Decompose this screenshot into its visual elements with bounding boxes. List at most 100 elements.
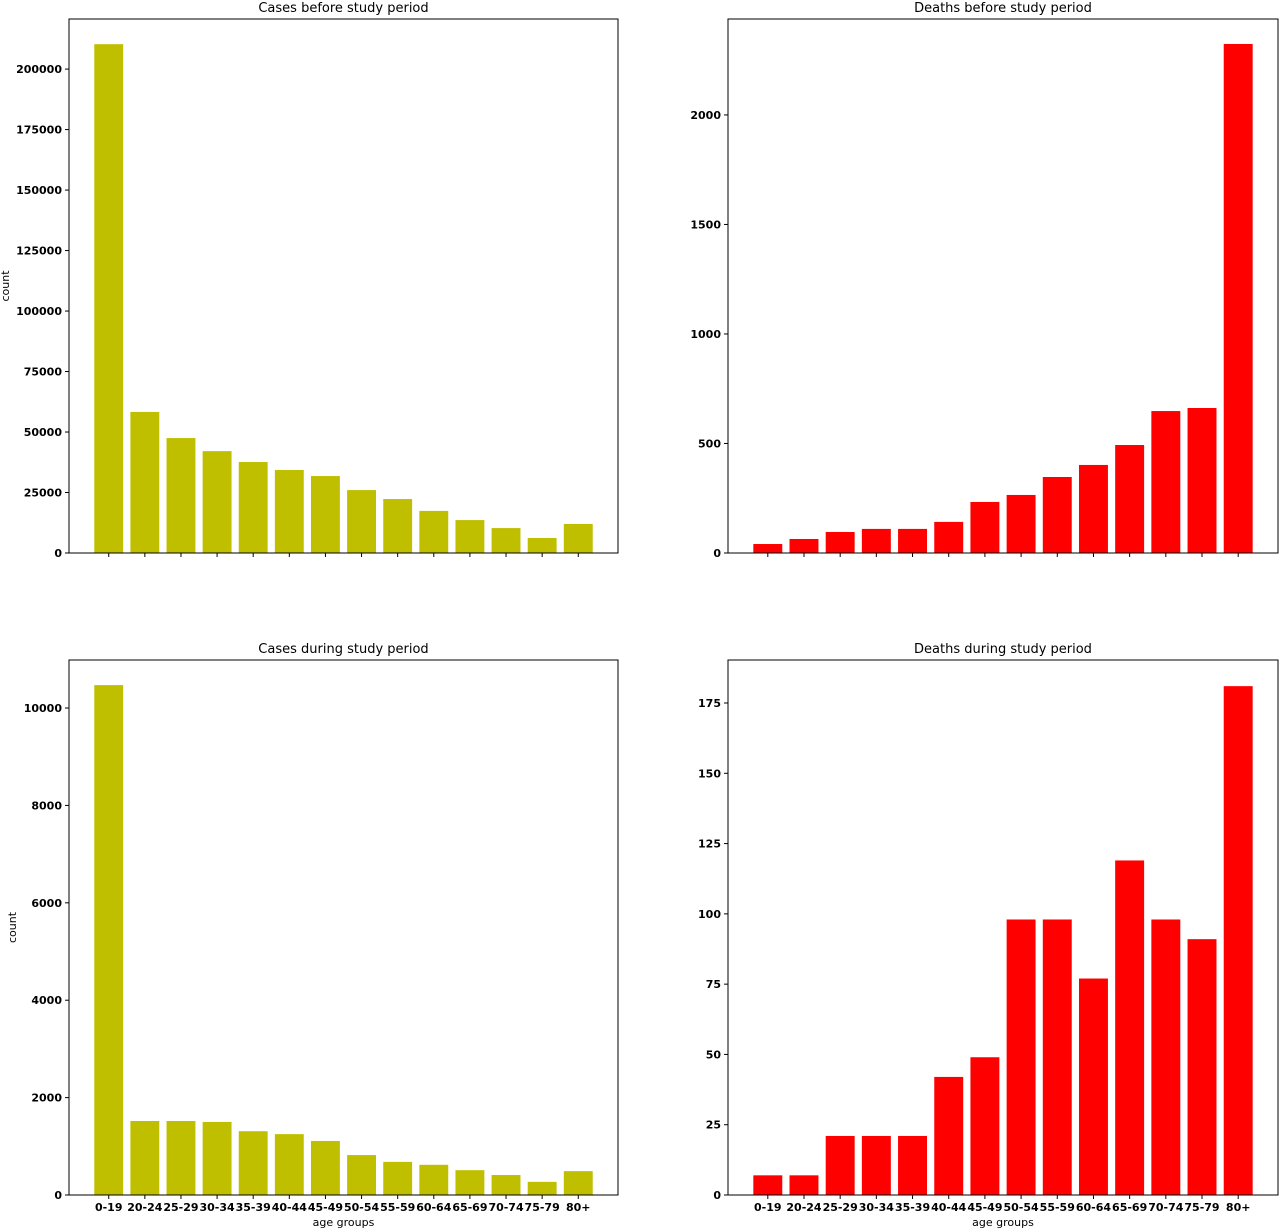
- y-tick-label: 0: [54, 1189, 62, 1202]
- subplot-1: 0 500 1000 1500 2000 Deaths before study peri…: [690, 1, 1279, 560]
- bar-80+: [1223, 686, 1253, 1195]
- y-tick-label: 8000: [31, 799, 62, 812]
- bar-60-64: [1078, 464, 1108, 553]
- bar-65-69: [455, 1170, 485, 1195]
- bar-55-59: [383, 1161, 413, 1195]
- x-tick-label: 35-39: [895, 1201, 930, 1214]
- axes-frame: [727, 659, 1279, 1196]
- y-tick-label: 1000: [690, 328, 721, 341]
- subplot-3: 0-19 20-24 25-29 30-34 35-39 40-44 45-49 50-54 5…: [698, 642, 1279, 1229]
- y-tick-label: 2000: [690, 109, 721, 122]
- bar-65-69: [1115, 445, 1145, 553]
- y-tick-label: 125000: [16, 245, 62, 258]
- x-tick-label: 20-24: [127, 1201, 163, 1214]
- y-axis-label: count: [6, 911, 19, 943]
- bar-25-29: [166, 438, 196, 553]
- bar-50-54: [347, 490, 377, 553]
- bar-55-59: [383, 499, 413, 553]
- x-tick-label: 70-74: [488, 1201, 524, 1214]
- bar-25-29: [825, 1135, 855, 1195]
- y-tick-label: 25000: [24, 487, 63, 500]
- x-tick-label: 30-34: [199, 1201, 235, 1214]
- bar-80+: [563, 523, 593, 553]
- axes-frame: [727, 18, 1279, 554]
- axes-frame: [68, 659, 619, 1196]
- y-tick-label: 175000: [16, 124, 62, 137]
- bar-0-19: [94, 685, 124, 1195]
- y-tick-label: 2000: [31, 1092, 62, 1105]
- chart-title: Cases before study period: [258, 1, 428, 16]
- x-tick-label: 70-74: [1148, 1201, 1184, 1214]
- bar-45-49: [310, 476, 340, 553]
- bar-50-54: [1006, 919, 1036, 1195]
- x-tick-label: 45-49: [308, 1201, 343, 1214]
- bar-50-54: [1006, 494, 1036, 553]
- x-tick-label: 0-19: [95, 1201, 123, 1214]
- bar-30-34: [861, 528, 891, 553]
- x-tick-label: 40-44: [931, 1201, 967, 1214]
- x-tick-label: 65-69: [1112, 1201, 1147, 1214]
- y-tick-label: 100000: [16, 305, 62, 318]
- y-tick-label: 150000: [16, 184, 62, 197]
- bar-0-19: [753, 544, 783, 553]
- y-tick-label: 75: [706, 978, 721, 991]
- bar-40-44: [274, 470, 304, 553]
- bar-50-54: [347, 1155, 377, 1195]
- x-tick-label: 60-64: [1076, 1201, 1112, 1214]
- x-tick-label: 80+: [1226, 1201, 1251, 1214]
- bar-65-69: [1115, 860, 1145, 1195]
- bar-80+: [563, 1171, 593, 1195]
- bar-40-44: [274, 1134, 304, 1195]
- bar-20-24: [789, 1175, 819, 1195]
- x-tick-label: 30-34: [859, 1201, 895, 1214]
- bar-65-69: [455, 520, 485, 553]
- x-tick-label: 55-59: [380, 1201, 415, 1214]
- bar-45-49: [970, 501, 1000, 553]
- bar-75-79: [527, 1181, 557, 1195]
- bar-35-39: [238, 462, 268, 553]
- x-tick-label: 40-44: [272, 1201, 308, 1214]
- x-tick-label: 0-19: [754, 1201, 782, 1214]
- x-tick-label: 60-64: [416, 1201, 452, 1214]
- chart-title: Deaths during study period: [914, 642, 1092, 657]
- x-tick-label: 45-49: [967, 1201, 1002, 1214]
- bar-30-34: [202, 451, 232, 553]
- y-tick-label: 4000: [31, 994, 62, 1007]
- x-tick-label: 50-54: [344, 1201, 380, 1214]
- y-tick-label: 0: [713, 547, 721, 560]
- x-tick-label: 50-54: [1003, 1201, 1039, 1214]
- y-tick-label: 75000: [24, 366, 63, 379]
- y-tick-label: 25: [706, 1119, 721, 1132]
- bar-75-79: [1187, 408, 1217, 553]
- x-tick-label: 55-59: [1040, 1201, 1075, 1214]
- bar-20-24: [130, 411, 160, 553]
- bar-55-59: [1042, 919, 1072, 1195]
- y-tick-label: 0: [54, 547, 62, 560]
- bar-40-44: [934, 1076, 964, 1195]
- bar-0-19: [753, 1175, 783, 1195]
- y-axis-label: count: [0, 270, 12, 302]
- y-tick-label: 1500: [690, 218, 721, 231]
- subplot-0: 0 25000 50000 75000 100000 125000 150000 175000…: [0, 1, 619, 560]
- x-tick-label: 80+: [566, 1201, 591, 1214]
- x-tick-label: 35-39: [236, 1201, 271, 1214]
- bar-20-24: [130, 1120, 160, 1195]
- bar-70-74: [1151, 411, 1181, 553]
- bar-35-39: [898, 528, 928, 553]
- bar-25-29: [166, 1120, 196, 1195]
- y-tick-label: 50000: [24, 426, 63, 439]
- x-tick-label: 25-29: [163, 1201, 198, 1214]
- bar-70-74: [491, 1175, 521, 1195]
- x-tick-label: 65-69: [452, 1201, 487, 1214]
- bar-75-79: [527, 537, 557, 553]
- bar-55-59: [1042, 476, 1072, 553]
- bar-80+: [1223, 43, 1253, 554]
- x-axis-label: age groups: [972, 1216, 1034, 1229]
- y-tick-label: 50: [706, 1048, 722, 1061]
- bar-30-34: [861, 1135, 891, 1195]
- bar-45-49: [310, 1140, 340, 1195]
- bar-60-64: [1078, 978, 1108, 1195]
- y-tick-label: 0: [713, 1189, 721, 1202]
